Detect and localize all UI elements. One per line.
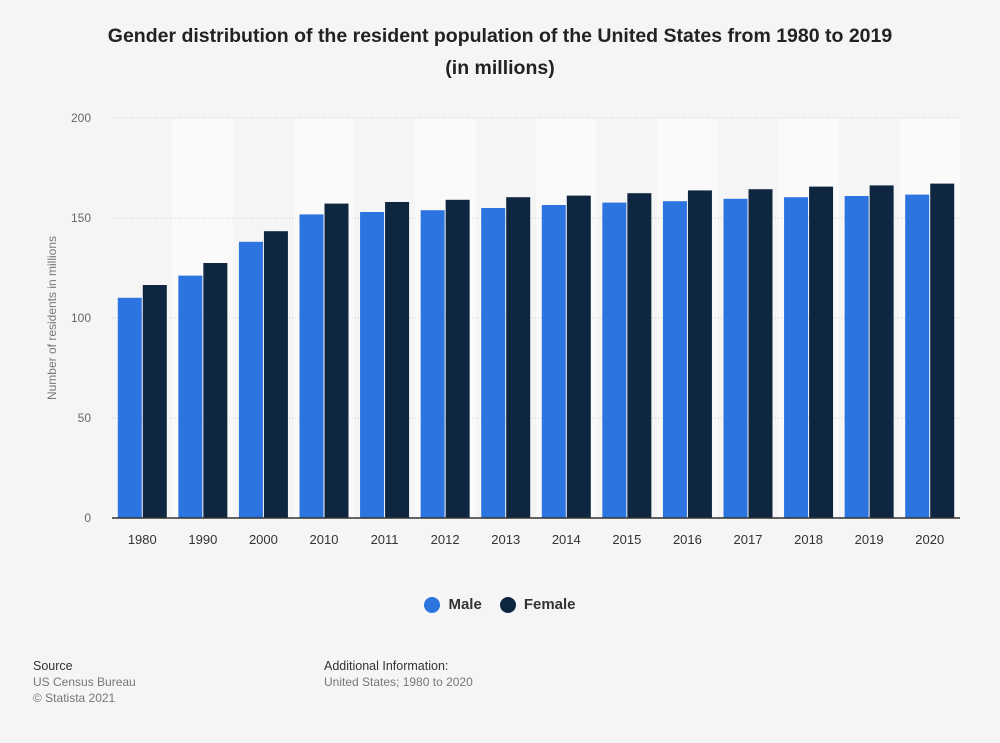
chart-title-line-1: Gender distribution of the resident popu… <box>107 25 893 47</box>
x-tick-label: 2012 <box>431 532 460 547</box>
legend-item-male[interactable]: Male <box>424 596 482 613</box>
x-tick-label: 2019 <box>855 532 884 547</box>
bar-female-2012[interactable] <box>445 199 470 519</box>
chart-legend: Male Female <box>0 596 1000 613</box>
chart-title-line-2: (in millions) <box>445 57 555 79</box>
bar-male-2018[interactable] <box>784 197 809 518</box>
x-tick-label: 2014 <box>552 532 581 547</box>
bar-female-2018[interactable] <box>809 186 834 518</box>
bar-female-2013[interactable] <box>506 197 531 518</box>
x-tick-label: 2017 <box>734 532 763 547</box>
x-axis-ticks: 1980 1990 2000 2010 2011 2012 2013 2014 2015 2016… <box>128 532 944 547</box>
source-heading: Source <box>33 659 73 673</box>
bar-female-2020[interactable] <box>930 183 955 518</box>
x-tick-label: 2000 <box>249 532 278 547</box>
bar-male-2017[interactable] <box>723 198 748 519</box>
x-tick-label: 2018 <box>794 532 823 547</box>
legend-label-female: Female <box>523 596 576 613</box>
bar-male-1980[interactable] <box>117 297 142 518</box>
bar-male-2012[interactable] <box>420 210 445 518</box>
y-axis-label: Number of residents in millions <box>45 236 59 400</box>
x-tick-label: 2016 <box>673 532 702 547</box>
bar-male-2010[interactable] <box>299 214 324 518</box>
bar-male-2015[interactable] <box>602 202 627 518</box>
x-tick-label: 1990 <box>188 532 217 547</box>
bar-male-2020[interactable] <box>905 194 930 518</box>
bar-female-2010[interactable] <box>324 203 349 518</box>
bar-female-2000[interactable] <box>263 231 288 518</box>
x-tick-label: 2013 <box>491 532 520 547</box>
bar-female-2015[interactable] <box>627 193 652 518</box>
bar-male-1990[interactable] <box>178 275 203 518</box>
bar-female-2019[interactable] <box>869 185 894 518</box>
y-tick-label: 150 <box>71 211 91 225</box>
y-axis-ticks: 0 50 100 150 200 <box>71 111 91 525</box>
x-tick-label: 2015 <box>612 532 641 547</box>
legend-dot-male <box>424 596 441 613</box>
bar-male-2013[interactable] <box>481 208 506 518</box>
bar-male-2000[interactable] <box>238 241 263 519</box>
y-tick-label: 0 <box>84 511 91 525</box>
bar-male-2014[interactable] <box>541 205 566 518</box>
bar-female-2017[interactable] <box>748 189 773 518</box>
bar-male-2016[interactable] <box>662 201 687 518</box>
x-tick-label: 2020 <box>915 532 944 547</box>
legend-item-female[interactable]: Female <box>499 596 576 613</box>
source-block: Source US Census Bureau © Statista 2021 <box>33 658 136 706</box>
legend-dot-female <box>499 596 516 613</box>
x-tick-label: 2011 <box>371 532 399 547</box>
legend-label-male: Male <box>448 596 482 613</box>
additional-info-block: Additional Information: United States; 1… <box>324 658 473 690</box>
x-tick-label: 1980 <box>128 532 157 547</box>
bar-female-2014[interactable] <box>566 195 591 518</box>
y-tick-label: 100 <box>71 311 91 325</box>
y-tick-label: 200 <box>71 111 91 125</box>
y-tick-label: 50 <box>78 411 92 425</box>
bar-female-1980[interactable] <box>142 285 167 518</box>
bar-female-2011[interactable] <box>385 202 410 518</box>
additional-info-text: United States; 1980 to 2020 <box>324 675 473 689</box>
x-tick-label: 2010 <box>310 532 339 547</box>
copyright: © Statista 2021 <box>33 691 116 705</box>
additional-info-heading: Additional Information: <box>324 659 449 673</box>
bar-male-2019[interactable] <box>844 196 869 518</box>
chart-title: Gender distribution of the resident popu… <box>40 20 960 84</box>
bar-female-2016[interactable] <box>687 190 712 518</box>
bar-male-2011[interactable] <box>360 212 385 518</box>
bar-female-1990[interactable] <box>203 263 228 518</box>
source-name[interactable]: US Census Bureau <box>33 675 136 689</box>
bars <box>117 183 955 519</box>
